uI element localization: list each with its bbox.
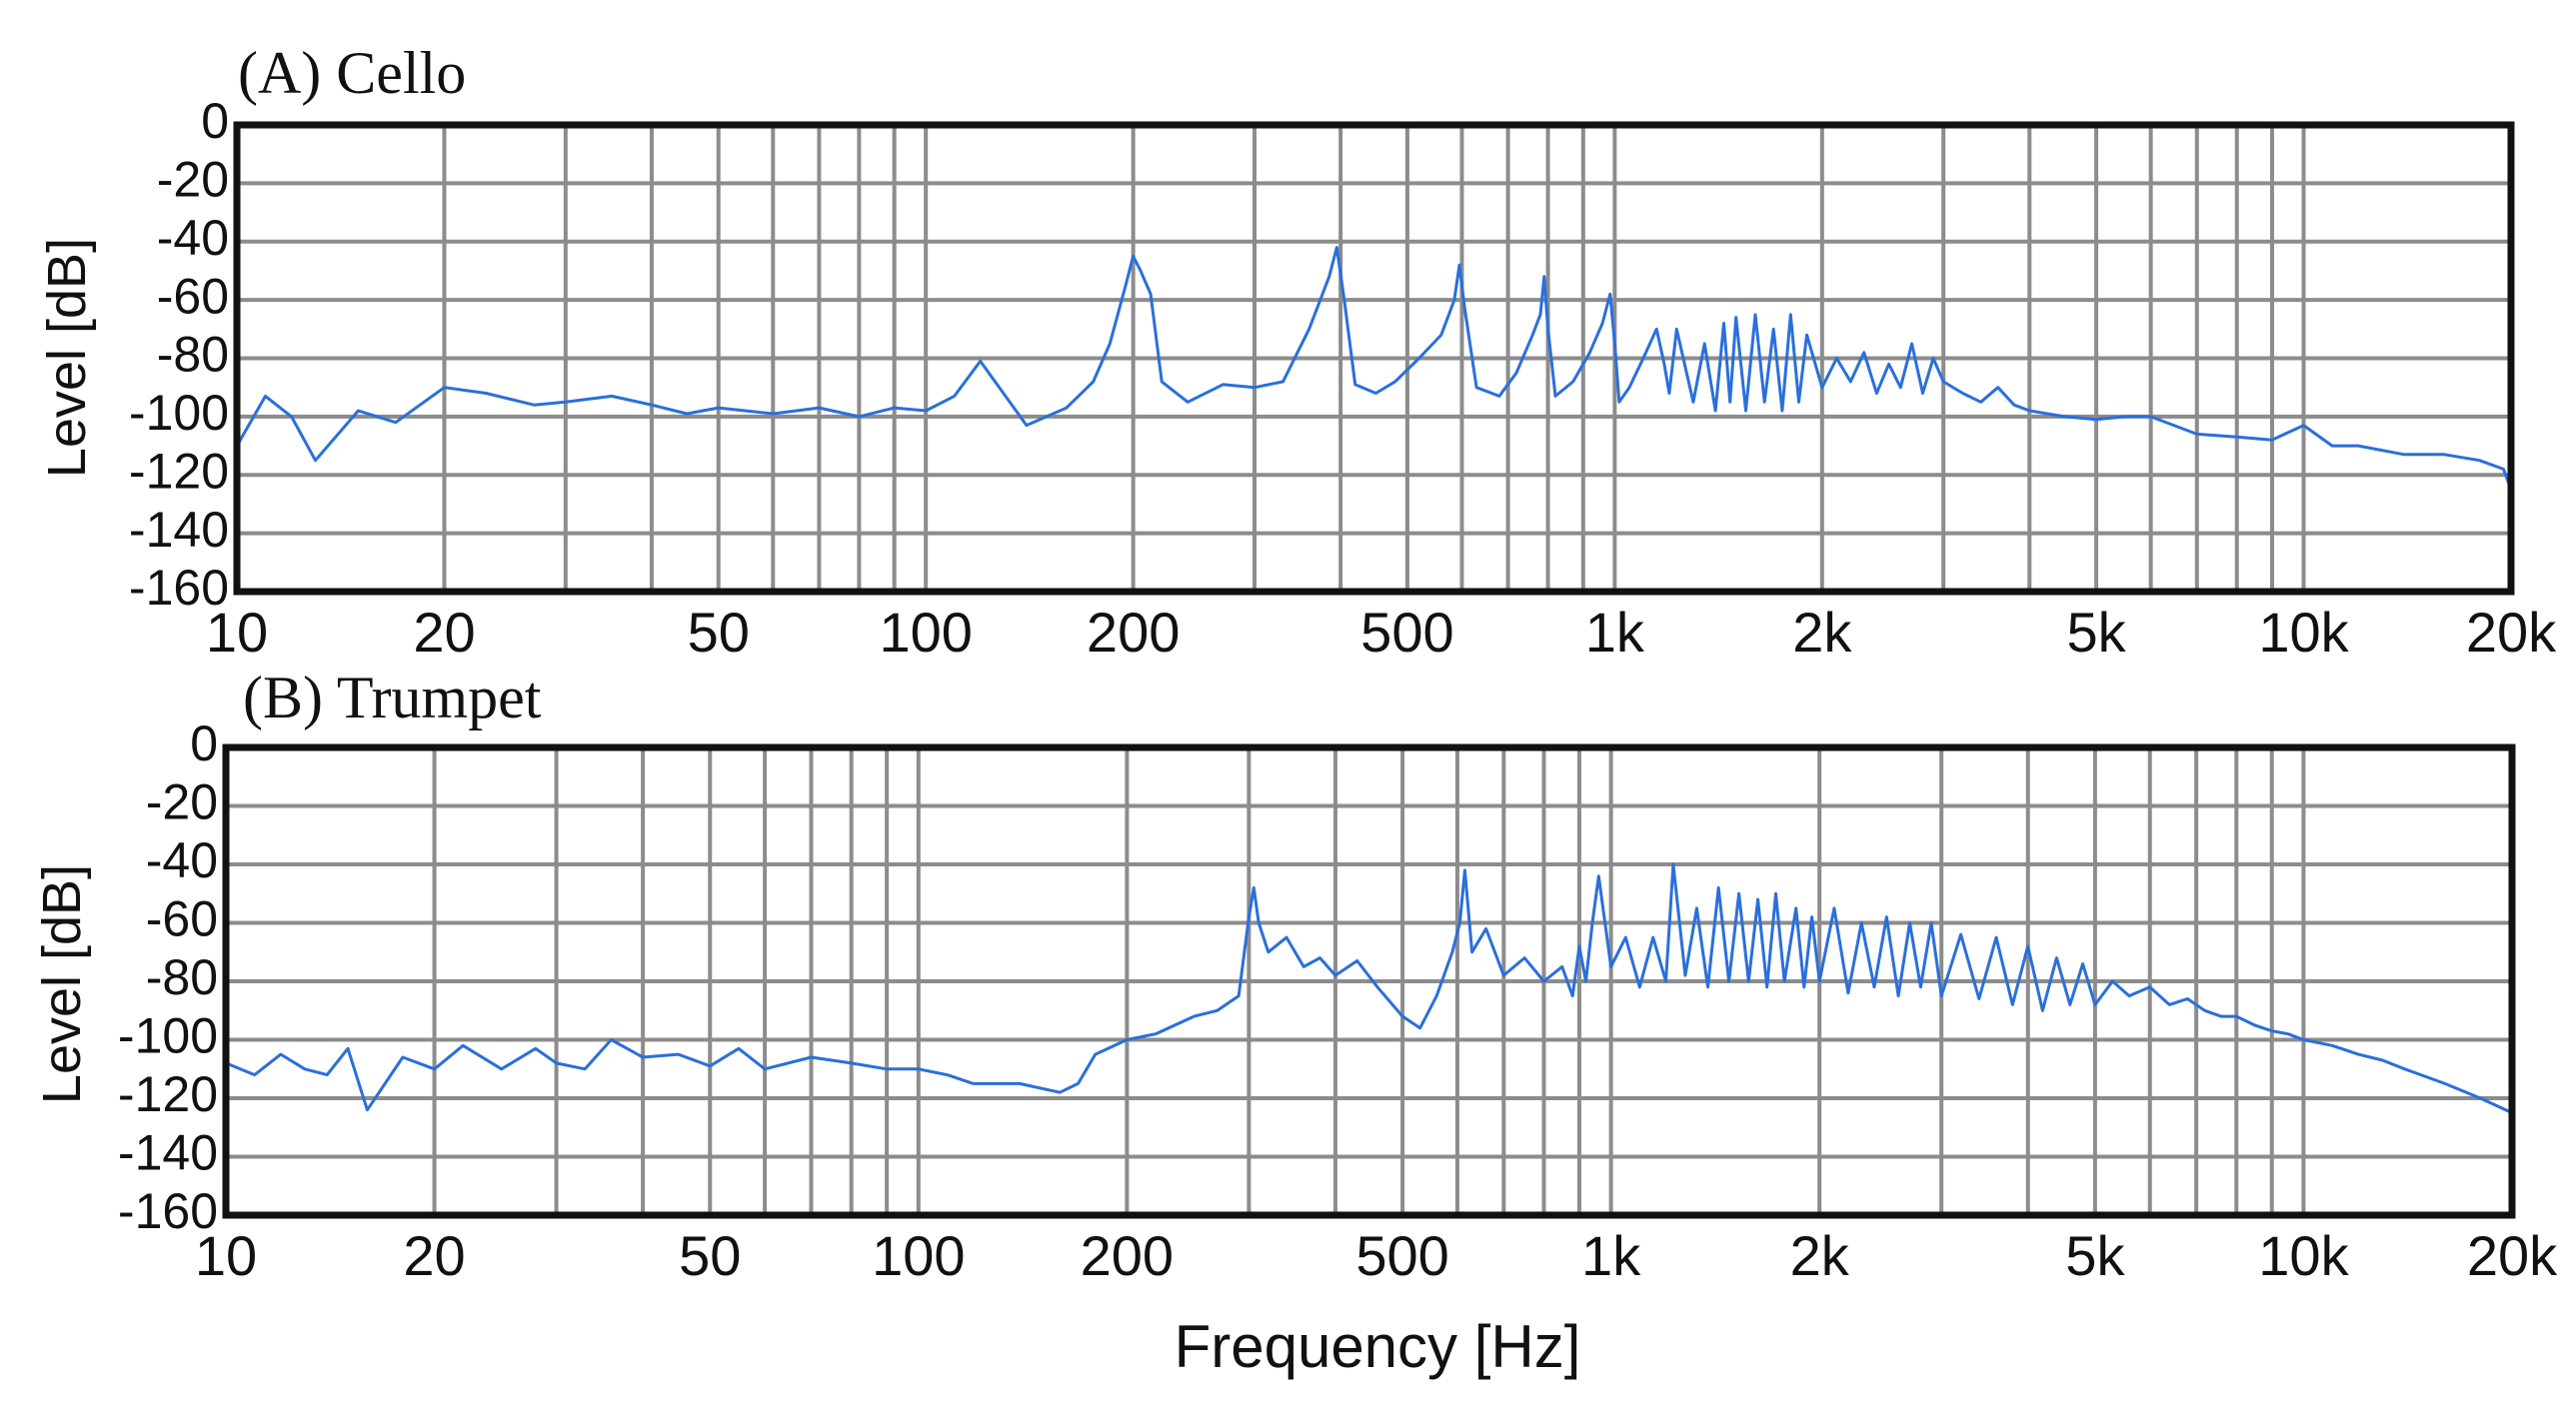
trumpet-y-tick-label: -140 [118,1125,218,1181]
cello-y-tick-label: 0 [201,93,229,149]
cello-x-tick-label: 5k [2066,601,2126,664]
cello-x-tick-label: 1k [1585,601,1645,664]
trumpet-plot-frame [222,743,2516,1219]
trumpet-y-tick-label: -160 [118,1183,218,1239]
cello-x-tick-label: 10k [2258,601,2349,664]
cello-x-tick-label: 20 [413,601,475,664]
cello-y-tick-label: -40 [157,210,229,266]
trumpet-x-tick-label: 50 [679,1224,741,1287]
cello-x-tick-label: 10 [206,601,268,664]
trumpet-y-tick-label: -40 [146,832,218,888]
trumpet-y-ticks: 0-20-40-60-80-100-120-140-160 [118,715,218,1239]
trumpet-y-tick-label: -120 [118,1066,218,1122]
trumpet-y-tick-label: -80 [146,949,218,1005]
trumpet-x-tick-label: 10 [195,1224,257,1287]
cello-x-tick-label: 200 [1087,601,1180,664]
cello-x-tick-label: 50 [688,601,750,664]
cello-x-ticks: 10 20 50 100 200 500 1k 2k 5k 10k 20k [206,601,2557,664]
cello-y-ticks: 0-20-40-60-80-100-120-140-160 [129,93,229,616]
trumpet-x-tick-label: 10k [2258,1224,2349,1287]
cello-y-tick-label: -80 [157,327,229,383]
cello-plot-frame [233,121,2515,596]
cello-y-tick-label: -120 [129,443,229,499]
trumpet-y-tick-label: -60 [146,891,218,947]
trumpet-x-tick-label: 2k [1790,1224,1850,1287]
trumpet-x-tick-label: 1k [1581,1224,1641,1287]
trumpet-x-tick-label: 20k [2467,1224,2558,1287]
x-axis-label: Frequency [Hz] [1175,1313,1581,1380]
cello-x-tick-label: 100 [879,601,972,664]
trumpet-x-tick-label: 200 [1081,1224,1174,1287]
trumpet-panel: (B) Trumpet Level [dB] 0-20-40-60-80-100… [32,665,2558,1380]
cello-y-axis-label: Level [dB] [37,238,97,478]
trumpet-y-axis-label: Level [dB] [32,864,92,1104]
cello-y-tick-label: -140 [129,502,229,558]
cello-grid [237,125,2511,592]
cello-y-tick-label: -60 [157,268,229,324]
trumpet-x-tick-label: 5k [2065,1224,2125,1287]
trumpet-x-tick-label: 500 [1355,1224,1448,1287]
trumpet-y-tick-label: -20 [146,774,218,830]
trumpet-x-ticks: 10 20 50 100 200 500 1k 2k 5k 10k 20k [195,1224,2558,1287]
cello-spectrum-line [235,246,2513,491]
trumpet-y-tick-label: -100 [118,1008,218,1064]
cello-panel-title: (A) Cello [238,40,466,106]
cello-y-tick-label: -160 [129,560,229,616]
trumpet-grid [226,747,2512,1215]
cello-x-tick-label: 2k [1792,601,1852,664]
trumpet-panel-title: (B) Trumpet [243,665,542,730]
cello-y-tick-label: -100 [129,385,229,441]
cello-panel: (A) Cello Level [dB] 0-20-40-60-80-100-1… [37,40,2557,664]
trumpet-x-tick-label: 20 [403,1224,465,1287]
cello-x-tick-label: 20k [2466,601,2557,664]
trumpet-y-tick-label: 0 [190,715,218,771]
cello-x-tick-label: 500 [1360,601,1453,664]
cello-y-tick-label: -20 [157,152,229,208]
trumpet-x-tick-label: 100 [872,1224,965,1287]
trumpet-spectrum-line [225,862,2513,1114]
